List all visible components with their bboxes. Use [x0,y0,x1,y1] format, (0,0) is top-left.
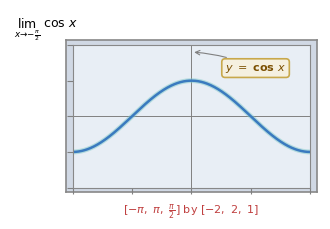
Text: $\lim_{\,x \to -\frac{\pi}{2}}$ $\cos\,x$: $\lim_{\,x \to -\frac{\pi}{2}}$ $\cos\,x… [13,16,78,43]
Text: $y\ =\ \mathbf{cos}\ x$: $y\ =\ \mathbf{cos}\ x$ [195,51,286,75]
Text: $[-\pi,\ \pi,\ \frac{\pi}{2}]\ \mathrm{by}\ [-2,\ 2,\ 1]$: $[-\pi,\ \pi,\ \frac{\pi}{2}]\ \mathrm{b… [123,201,259,220]
